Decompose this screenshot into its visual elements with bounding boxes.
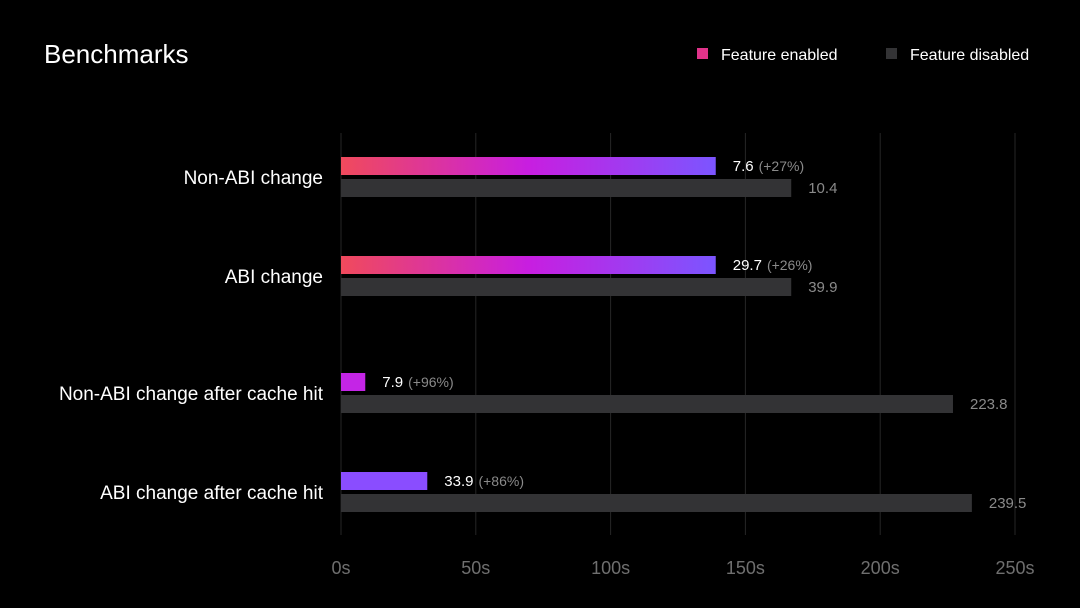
bar-enabled-3 [341, 472, 428, 490]
value-label-disabled-2: 223.8 [970, 396, 1008, 413]
category-label-3: ABI change after cache hit [100, 483, 324, 504]
category-label-0: Non-ABI change [184, 168, 323, 189]
legend: Feature enabled Feature disabled [697, 47, 1029, 64]
value-label-enabled-3: 33.9 (+86%) [444, 473, 524, 490]
value-label-disabled-0: 10.4 [808, 180, 837, 197]
category-label-2: Non-ABI change after cache hit [59, 384, 324, 405]
x-tick-label-0: 0s [331, 558, 350, 578]
bar-enabled-2 [341, 373, 366, 391]
x-tick-label-3: 150s [726, 558, 765, 578]
legend-label-disabled: Feature disabled [910, 47, 1029, 64]
category-label-1: ABI change [225, 267, 323, 288]
x-tick-label-5: 250s [995, 558, 1034, 578]
bar-disabled-1 [341, 278, 792, 296]
value-label-enabled-1: 29.7 (+26%) [733, 257, 813, 274]
legend-swatch-disabled [886, 48, 897, 59]
bar-disabled-0 [341, 179, 792, 197]
gridlines [340, 133, 1016, 535]
bar-enabled-1 [341, 256, 716, 274]
value-label-enabled-0: 7.6 (+27%) [733, 158, 804, 175]
bar-enabled-0 [341, 157, 716, 175]
value-label-disabled-3: 239.5 [989, 495, 1027, 512]
x-tick-label-1: 50s [461, 558, 490, 578]
value-label-enabled-2: 7.9 (+96%) [382, 374, 453, 391]
legend-label-enabled: Feature enabled [721, 47, 838, 64]
x-tick-label-4: 200s [861, 558, 900, 578]
chart-title: Benchmarks [44, 39, 189, 69]
legend-swatch-enabled [697, 48, 708, 59]
bar-disabled-3 [341, 494, 972, 512]
bar-disabled-2 [341, 395, 953, 413]
bars [341, 157, 972, 512]
value-label-disabled-1: 39.9 [808, 279, 837, 296]
x-tick-label-2: 100s [591, 558, 630, 578]
labels: 0s 50s 100s 150s 200s 250s Non-ABI change 7.6 (+… [59, 158, 1035, 578]
